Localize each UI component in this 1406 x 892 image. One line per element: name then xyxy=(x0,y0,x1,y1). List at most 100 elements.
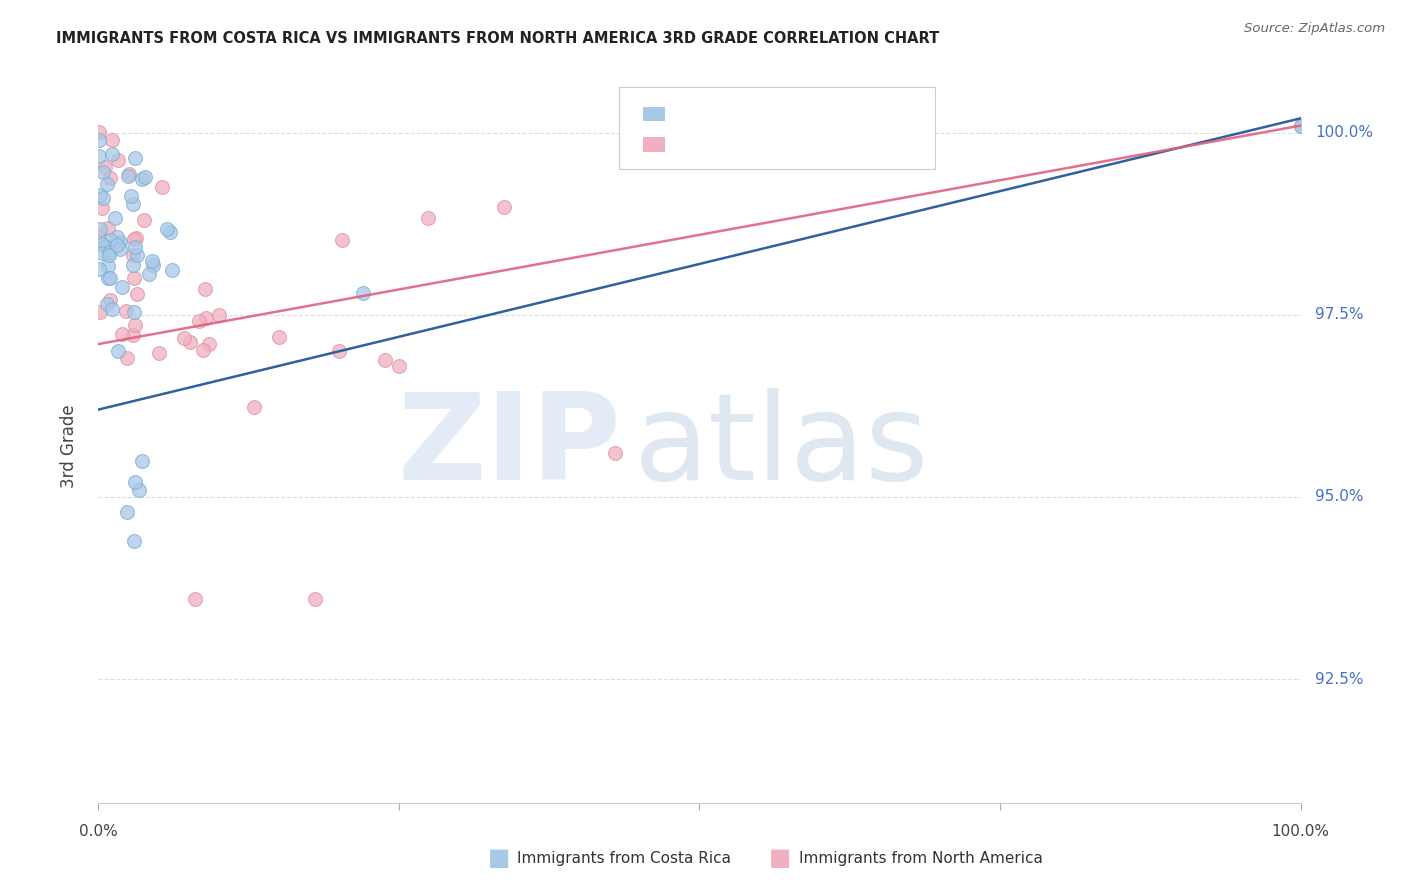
Point xyxy=(388,359,411,373)
Point xyxy=(90,201,112,215)
Point xyxy=(124,475,146,490)
Point xyxy=(96,177,118,191)
Point xyxy=(134,170,156,185)
Text: ■: ■ xyxy=(488,847,510,870)
Point xyxy=(107,344,129,359)
Text: 92.5%: 92.5% xyxy=(1315,672,1364,687)
Point xyxy=(122,328,145,343)
Point xyxy=(150,179,173,194)
Point xyxy=(90,237,112,252)
Text: Immigrants from North America: Immigrants from North America xyxy=(799,851,1042,865)
Point xyxy=(118,168,141,182)
Point xyxy=(98,271,121,285)
Point xyxy=(304,591,326,606)
Point xyxy=(89,305,111,319)
Point xyxy=(124,533,146,548)
Point xyxy=(108,242,131,256)
Point xyxy=(105,237,128,252)
Text: 100.0%: 100.0% xyxy=(1315,126,1374,140)
Point xyxy=(160,263,183,277)
Point xyxy=(97,220,120,235)
Point xyxy=(110,235,132,250)
Point xyxy=(104,211,127,225)
Point xyxy=(100,302,122,317)
Point xyxy=(87,125,110,139)
Text: R =: R = xyxy=(676,137,711,152)
Point xyxy=(91,246,114,260)
Point xyxy=(115,504,138,518)
Text: IMMIGRANTS FROM COSTA RICA VS IMMIGRANTS FROM NORTH AMERICA 3RD GRADE CORRELATIO: IMMIGRANTS FROM COSTA RICA VS IMMIGRANTS… xyxy=(56,31,939,46)
Point xyxy=(115,351,138,365)
Point xyxy=(195,310,218,325)
Point xyxy=(267,330,290,344)
Point xyxy=(352,286,374,301)
Text: 100.0%: 100.0% xyxy=(1271,824,1330,839)
Point xyxy=(159,225,181,239)
Point xyxy=(188,314,211,328)
Point xyxy=(122,232,145,246)
Point xyxy=(89,222,111,236)
Point xyxy=(131,171,153,186)
Point xyxy=(120,189,142,203)
Point xyxy=(91,165,114,179)
Text: atlas: atlas xyxy=(633,387,929,505)
Point xyxy=(148,345,170,359)
Point xyxy=(122,196,145,211)
Text: 46: 46 xyxy=(800,137,823,152)
Text: Immigrants from Costa Rica: Immigrants from Costa Rica xyxy=(517,851,731,865)
Point xyxy=(89,188,111,202)
Point xyxy=(605,446,627,460)
Point xyxy=(1289,119,1312,133)
Point xyxy=(87,133,110,147)
Point xyxy=(141,254,163,268)
Point xyxy=(122,258,145,272)
Point xyxy=(122,247,145,261)
Point xyxy=(122,270,145,285)
Point xyxy=(128,483,150,497)
Point xyxy=(94,239,117,253)
Point xyxy=(373,353,395,368)
Point xyxy=(198,337,221,351)
Point xyxy=(98,247,121,261)
Text: 0.0%: 0.0% xyxy=(79,824,118,839)
Point xyxy=(89,228,111,243)
Point xyxy=(142,258,165,272)
Point xyxy=(101,132,124,146)
Point xyxy=(179,335,201,350)
Point xyxy=(243,401,266,415)
Point xyxy=(416,211,439,225)
Point xyxy=(124,240,146,254)
Point xyxy=(111,280,134,294)
Point xyxy=(117,169,139,183)
Point xyxy=(100,170,122,185)
Point xyxy=(114,303,136,318)
Point xyxy=(98,244,121,259)
Point xyxy=(91,191,114,205)
Point xyxy=(98,293,121,307)
Text: 97.5%: 97.5% xyxy=(1315,308,1364,322)
Point xyxy=(328,344,350,359)
Text: N =: N = xyxy=(761,137,807,152)
Text: ■: ■ xyxy=(769,847,792,870)
Text: 0.428: 0.428 xyxy=(707,106,758,121)
Point xyxy=(111,327,134,342)
Point xyxy=(131,453,153,467)
Point xyxy=(494,200,516,214)
Point xyxy=(125,248,148,262)
Point xyxy=(100,147,122,161)
Text: 51: 51 xyxy=(800,106,823,121)
Point xyxy=(125,287,148,301)
Text: 95.0%: 95.0% xyxy=(1315,490,1364,505)
Point xyxy=(191,343,214,357)
Text: Source: ZipAtlas.com: Source: ZipAtlas.com xyxy=(1244,22,1385,36)
Point xyxy=(107,153,129,167)
Point xyxy=(97,271,120,285)
Point xyxy=(98,233,121,247)
Point xyxy=(105,230,128,244)
Point xyxy=(97,259,120,273)
Point xyxy=(124,151,146,165)
Point xyxy=(330,233,353,247)
Y-axis label: 3rd Grade: 3rd Grade xyxy=(59,404,77,488)
Point xyxy=(89,262,111,277)
Point xyxy=(124,305,146,319)
